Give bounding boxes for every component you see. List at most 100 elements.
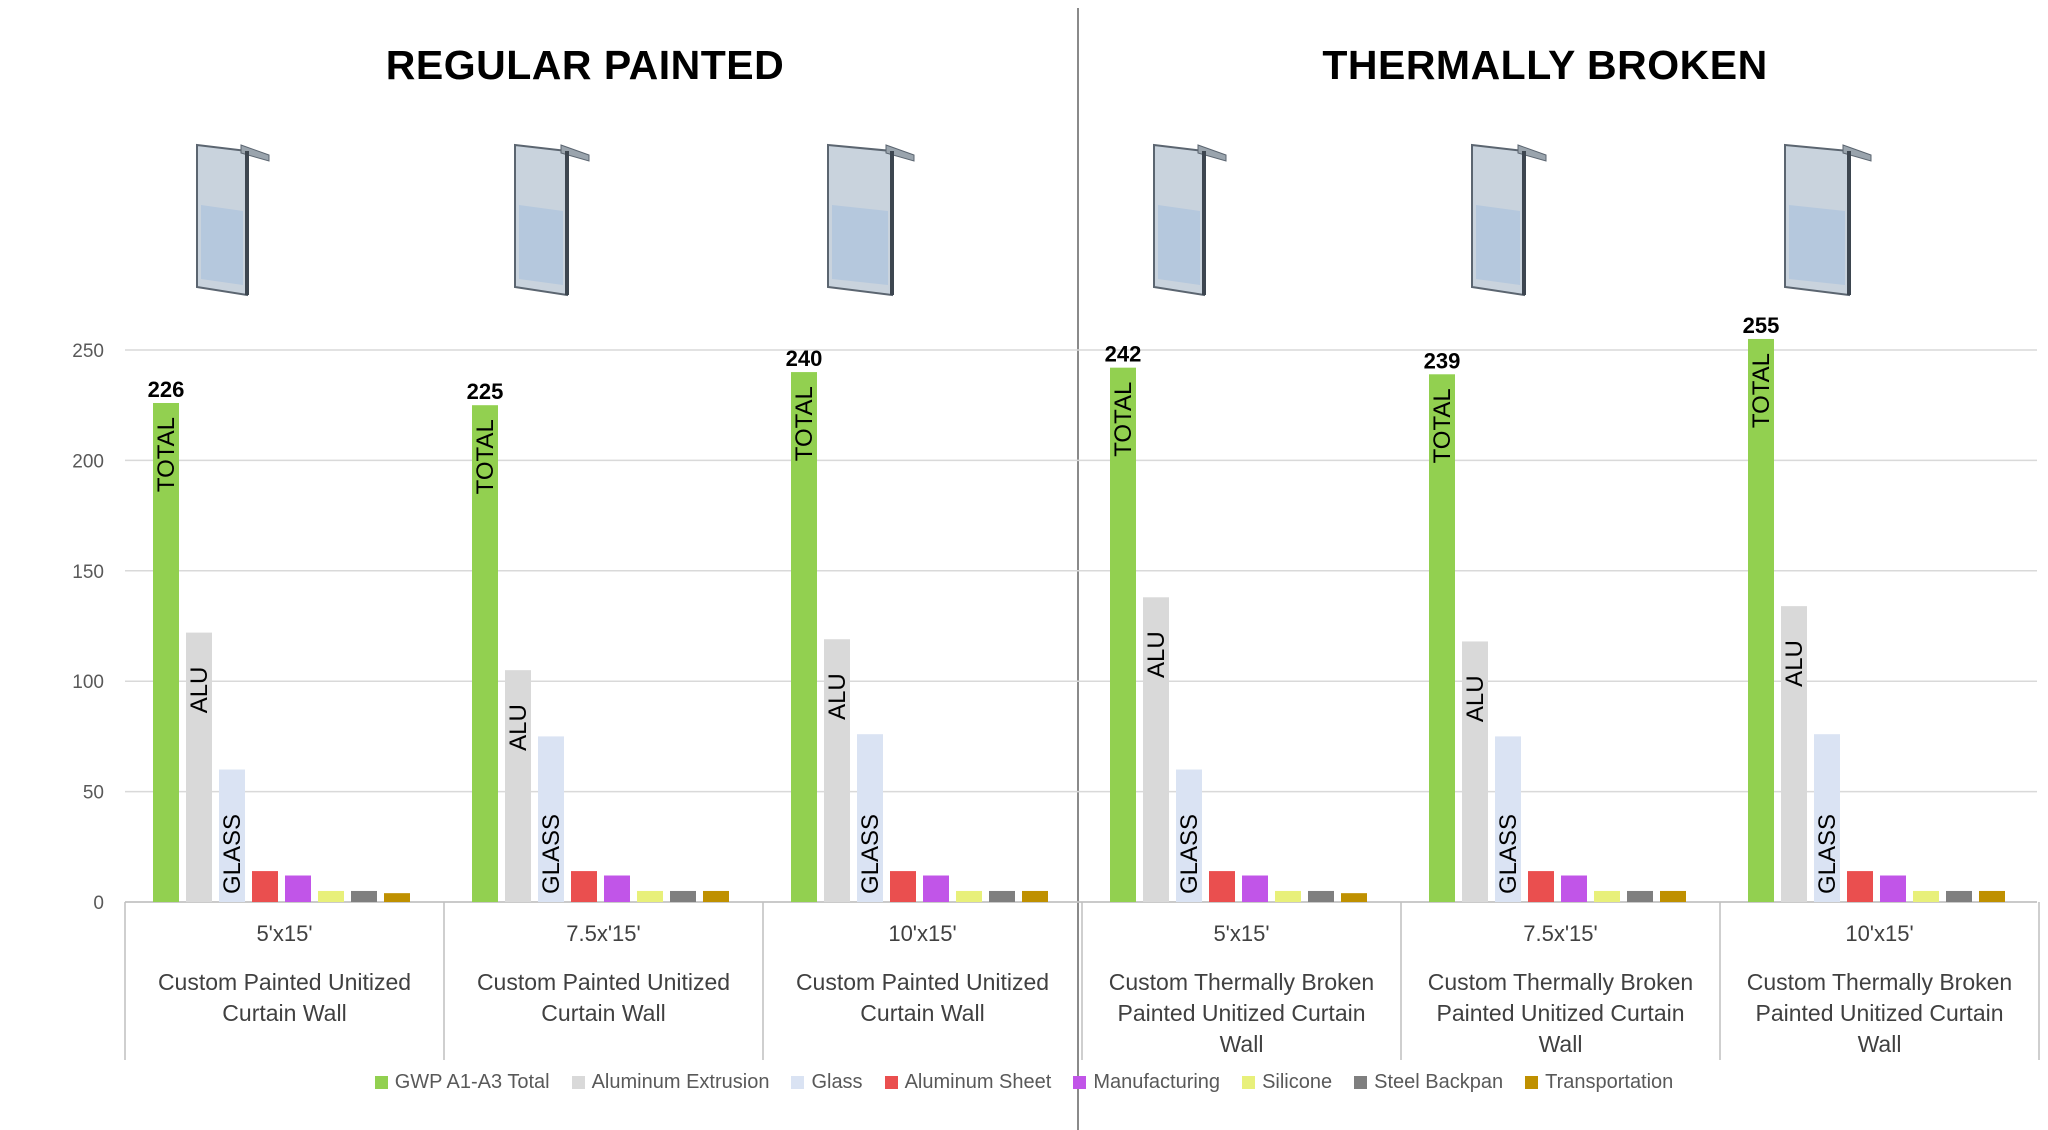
- legend-label: Transportation: [1545, 1071, 1674, 1093]
- bar-steel-backpan: [1627, 890, 1653, 902]
- bar-transportation: [1022, 890, 1048, 902]
- y-tick-label: 150: [72, 562, 104, 583]
- bar-inner-label: ALU: [186, 667, 213, 714]
- category-name-label: Custom Painted Unitized: [158, 969, 411, 995]
- bar-aluminum-extrusion: [824, 639, 850, 902]
- legend-item-silicone: Silicone: [1242, 1071, 1332, 1094]
- bar-transportation: [384, 893, 410, 902]
- category-size-label: 7.5x'15': [566, 921, 640, 946]
- bar-inner-label: ALU: [824, 673, 851, 720]
- total-data-label: 240: [786, 346, 823, 371]
- bar-aluminum-extrusion: [186, 632, 212, 902]
- category-name-label: Custom Painted Unitized: [796, 969, 1049, 995]
- legend-swatch: [1525, 1076, 1539, 1089]
- category-size-label: 10'x15': [1845, 921, 1913, 946]
- bar-aluminum-sheet: [252, 871, 278, 902]
- category-size-label: 10'x15': [888, 921, 956, 946]
- bar-glass: [857, 734, 883, 902]
- bar-inner-label: GLASS: [219, 814, 246, 894]
- legend-label: Glass: [811, 1071, 863, 1093]
- category-name-label: Painted Unitized Curtain: [1117, 1000, 1365, 1026]
- legend-item-steel-backpan: Steel Backpan: [1354, 1071, 1503, 1094]
- legend-label: Steel Backpan: [1374, 1071, 1504, 1093]
- bar-silicone: [1913, 890, 1939, 902]
- total-data-label: 242: [1105, 342, 1142, 367]
- category-name-label: Custom Painted Unitized: [477, 969, 730, 995]
- section-divider: [1077, 8, 1079, 1130]
- legend-swatch: [1073, 1076, 1087, 1089]
- category-name-label: Wall: [1858, 1031, 1902, 1057]
- category-name-label: Custom Thermally Broken: [1747, 969, 2012, 995]
- bar-inner-label: GLASS: [1176, 814, 1203, 894]
- legend-swatch: [1354, 1076, 1368, 1089]
- category-name-label: Wall: [1539, 1031, 1583, 1057]
- bar-manufacturing: [1561, 875, 1587, 902]
- bar-inner-label: GLASS: [1814, 814, 1841, 894]
- panel-glass: [519, 205, 563, 285]
- bar-gwp-a1-a3-total: [1748, 338, 1774, 903]
- panel-glass: [1789, 205, 1845, 285]
- bar-steel-backpan: [989, 890, 1015, 902]
- panel-glass: [1476, 205, 1520, 285]
- chart-legend: GWP A1-A3 Total Aluminum Extrusion Glass…: [0, 1071, 2048, 1094]
- y-tick-label: 100: [72, 672, 104, 693]
- total-data-label: 226: [148, 377, 185, 402]
- legend-label: GWP A1-A3 Total: [394, 1071, 550, 1093]
- bar-manufacturing: [923, 875, 949, 902]
- legend-swatch: [791, 1076, 805, 1089]
- bar-gwp-a1-a3-total: [472, 405, 498, 902]
- bar-glass: [1495, 736, 1521, 902]
- bar-glass: [219, 769, 245, 902]
- legend-swatch: [884, 1076, 898, 1089]
- bar-inner-label: ALU: [1781, 640, 1808, 687]
- bar-glass: [538, 736, 564, 902]
- bar-inner-label: TOTAL: [1110, 382, 1137, 457]
- bar-transportation: [1979, 890, 2005, 902]
- bar-gwp-a1-a3-total: [1429, 374, 1455, 903]
- legend-swatch: [374, 1076, 388, 1089]
- total-data-label: 225: [467, 379, 504, 404]
- bar-silicone: [637, 890, 663, 902]
- panel-cap: [560, 144, 590, 162]
- legend-item-aluminum-sheet: Aluminum Sheet: [884, 1071, 1052, 1094]
- bar-transportation: [1660, 890, 1686, 902]
- bar-aluminum-sheet: [890, 871, 916, 902]
- panel-glass: [201, 205, 243, 285]
- category-name-label: Curtain Wall: [860, 1000, 984, 1026]
- category-name-label: Custom Thermally Broken: [1428, 969, 1693, 995]
- bar-aluminum-sheet: [1209, 871, 1235, 902]
- legend-item-glass: Glass: [791, 1071, 863, 1094]
- bar-silicone: [1594, 890, 1620, 902]
- category-size-label: 7.5x'15': [1523, 921, 1597, 946]
- legend-swatch: [571, 1076, 585, 1089]
- y-tick-label: 0: [93, 893, 104, 914]
- bar-inner-label: TOTAL: [153, 417, 180, 492]
- bar-inner-label: ALU: [505, 704, 532, 751]
- panel-glass: [1158, 205, 1200, 285]
- category-size-label: 5'x15': [256, 921, 312, 946]
- total-data-label: 239: [1424, 348, 1461, 373]
- bar-inner-label: GLASS: [857, 814, 884, 894]
- legend-label: Aluminum Sheet: [904, 1071, 1052, 1093]
- bar-steel-backpan: [1946, 890, 1972, 902]
- panel-cap: [1517, 144, 1547, 162]
- bar-aluminum-extrusion: [1781, 606, 1807, 902]
- bar-gwp-a1-a3-total: [791, 372, 817, 903]
- bar-aluminum-extrusion: [1143, 597, 1169, 902]
- title-thermally-broken: THERMALLY BROKEN: [1322, 42, 1768, 88]
- legend-label: Aluminum Extrusion: [591, 1071, 770, 1093]
- bar-silicone: [1275, 890, 1301, 902]
- bar-inner-label: GLASS: [1495, 814, 1522, 894]
- bar-aluminum-extrusion: [505, 670, 531, 902]
- legend-label: Silicone: [1262, 1071, 1333, 1093]
- bar-manufacturing: [1880, 875, 1906, 902]
- title-regular-painted: REGULAR PAINTED: [385, 42, 785, 88]
- bar-aluminum-sheet: [1847, 871, 1873, 902]
- bar-glass: [1814, 734, 1840, 902]
- category-name-label: Curtain Wall: [222, 1000, 346, 1026]
- bar-silicone: [318, 890, 344, 902]
- bar-glass: [1176, 769, 1202, 902]
- legend-item-aluminum-extrusion: Aluminum Extrusion: [571, 1071, 770, 1094]
- bar-inner-label: TOTAL: [1429, 388, 1456, 463]
